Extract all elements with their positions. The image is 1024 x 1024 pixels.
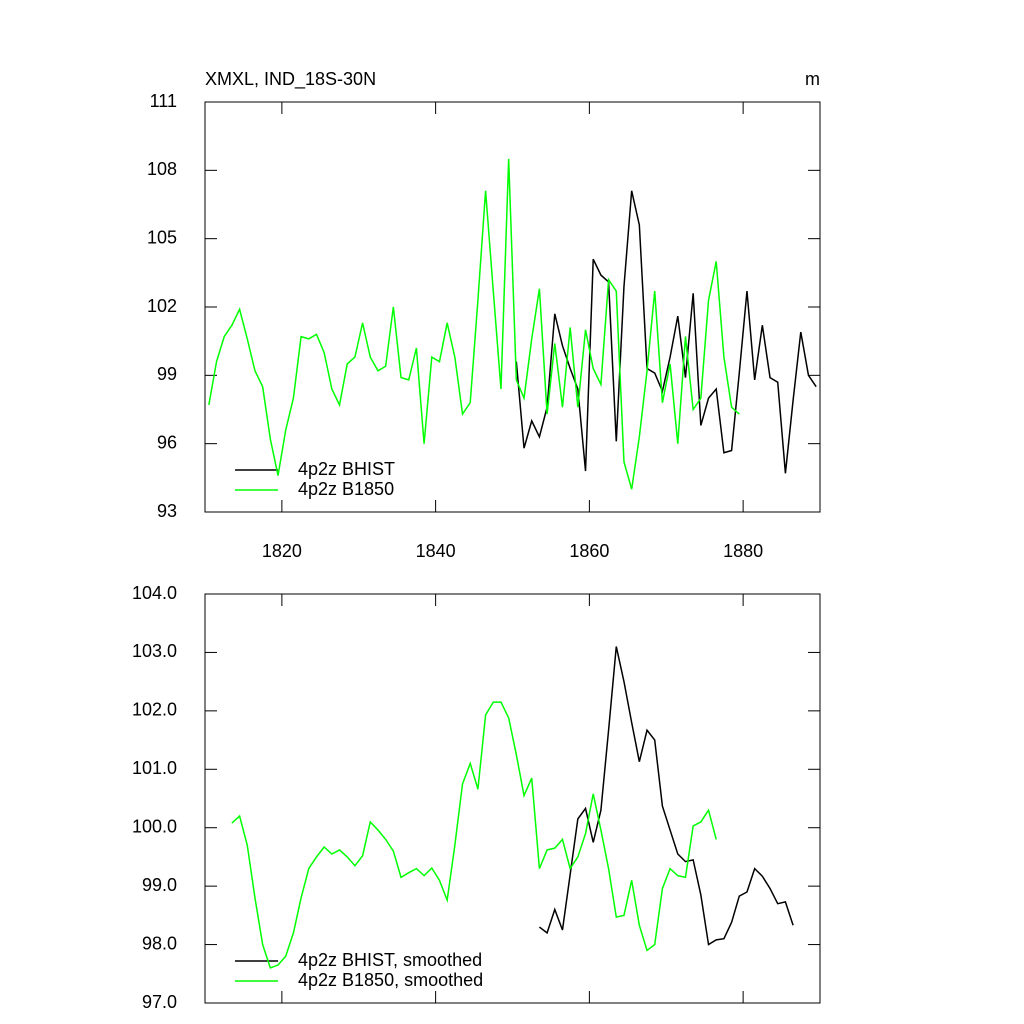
y-tick-label: 99 — [157, 364, 177, 384]
units-label: m — [805, 69, 820, 89]
legend-label: 4p2z BHIST, smoothed — [298, 950, 482, 970]
series-line — [231, 701, 717, 969]
y-tick-label: 108 — [147, 159, 177, 179]
x-tick-label: 1820 — [262, 541, 302, 561]
plot-frame — [204, 593, 821, 1004]
y-tick-label: 103.0 — [132, 641, 177, 661]
series-line — [515, 190, 817, 474]
y-tick-label: 105 — [147, 227, 177, 247]
x-tick-label: 1860 — [569, 541, 609, 561]
y-tick-label: 97.0 — [142, 992, 177, 1012]
y-tick-label: 101.0 — [132, 758, 177, 778]
legend-label: 4p2z BHIST — [298, 459, 395, 479]
series-line — [208, 158, 740, 490]
y-tick-label: 111 — [150, 91, 177, 111]
y-tick-label: 102 — [147, 296, 177, 316]
legend-label: 4p2z B1850 — [298, 479, 394, 499]
y-tick-label: 96 — [157, 432, 177, 452]
y-tick-label: 93 — [157, 501, 177, 521]
x-tick-label: 1840 — [416, 541, 456, 561]
y-tick-label: 99.0 — [142, 875, 177, 895]
series-line — [538, 646, 794, 946]
chart-title: XMXL, IND_18S-30N — [205, 69, 376, 90]
y-tick-label: 100.0 — [132, 816, 177, 836]
legend-label: 4p2z B1850, smoothed — [298, 970, 483, 990]
y-tick-label: 104.0 — [132, 583, 177, 603]
y-tick-label: 98.0 — [142, 933, 177, 953]
y-tick-label: 102.0 — [132, 700, 177, 720]
x-tick-label: 1880 — [723, 541, 763, 561]
